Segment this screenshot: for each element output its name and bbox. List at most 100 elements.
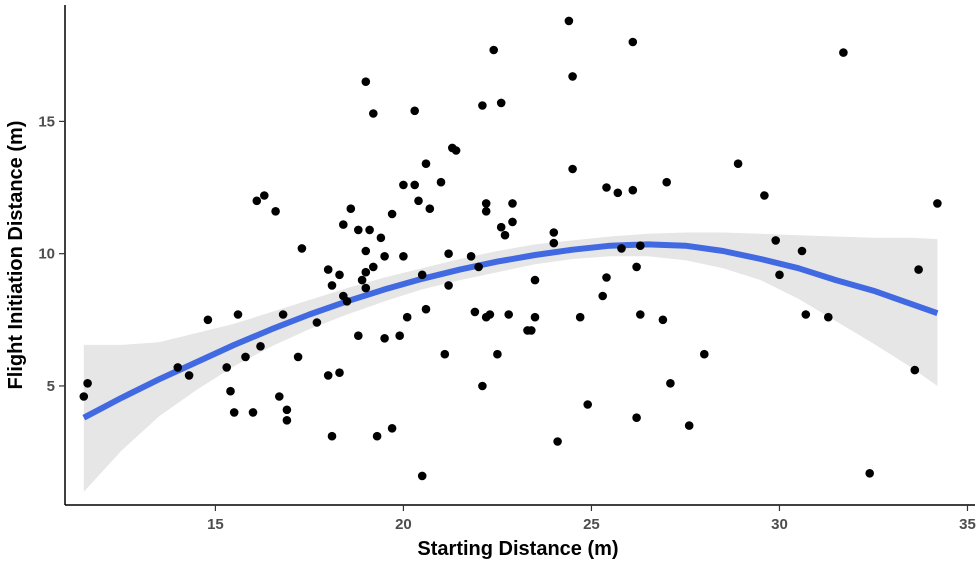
data-point: [282, 405, 292, 415]
data-point: [478, 101, 487, 110]
data-point: [387, 209, 397, 219]
data-point: [297, 244, 307, 253]
data-point: [451, 146, 461, 155]
data-point: [354, 225, 363, 235]
confidence-band: [83, 232, 938, 492]
data-point: [357, 275, 367, 285]
data-point: [527, 326, 536, 335]
data-point: [530, 275, 540, 285]
data-point: [628, 37, 638, 47]
data-point: [496, 98, 506, 108]
data-point: [256, 342, 265, 351]
y-axis-ticks: 5 10 15: [38, 113, 65, 395]
data-point: [568, 72, 577, 81]
data-point: [293, 352, 303, 362]
data-point: [252, 196, 262, 206]
data-points-layer: [79, 16, 942, 481]
data-point: [440, 349, 450, 359]
y-tick-label: 5: [47, 378, 55, 395]
data-point: [275, 392, 284, 401]
data-point: [173, 363, 183, 372]
data-point: [549, 238, 559, 248]
data-point: [241, 352, 250, 362]
y-tick-label: 15: [38, 113, 55, 130]
data-point: [504, 310, 513, 319]
data-point: [282, 416, 292, 425]
data-point: [575, 312, 585, 322]
data-point: [613, 188, 623, 198]
data-point: [184, 371, 194, 380]
data-point: [327, 431, 337, 441]
data-point: [226, 386, 235, 396]
data-point: [478, 381, 487, 391]
data-point: [474, 262, 483, 272]
data-point: [342, 297, 352, 306]
data-point: [500, 230, 510, 240]
data-point: [508, 217, 517, 227]
fit-line-layer: [82, 241, 939, 421]
data-point: [628, 185, 638, 195]
data-point: [617, 244, 626, 253]
data-point: [417, 270, 427, 280]
x-tick-label: 30: [771, 516, 788, 533]
x-tick-label: 35: [959, 516, 976, 533]
data-point: [260, 191, 269, 200]
data-point: [530, 312, 540, 322]
data-point: [369, 262, 378, 272]
data-point: [444, 281, 453, 290]
data-point: [312, 318, 322, 327]
data-point: [402, 312, 412, 322]
data-point: [323, 371, 333, 380]
data-point: [485, 310, 495, 319]
data-point: [771, 236, 780, 245]
data-point: [564, 16, 574, 26]
data-point: [636, 241, 645, 250]
data-point: [229, 408, 239, 417]
fit-line: [82, 241, 939, 421]
data-point: [839, 48, 848, 57]
data-point: [910, 365, 920, 375]
x-axis-title: Starting Distance (m): [417, 538, 618, 560]
data-point: [865, 469, 874, 478]
x-tick-label: 20: [395, 516, 412, 533]
data-point: [271, 207, 280, 216]
data-point: [361, 267, 371, 277]
data-point: [421, 304, 431, 314]
confidence-band-layer: [83, 232, 938, 492]
data-point: [933, 199, 942, 208]
data-point: [346, 204, 356, 213]
data-point: [248, 408, 258, 417]
data-point: [602, 273, 611, 282]
data-point: [354, 331, 363, 341]
data-point: [914, 265, 923, 274]
y-axis-title: Flight Initiation Distance (m): [5, 121, 27, 390]
data-point: [733, 159, 743, 168]
data-point: [83, 379, 92, 388]
x-tick-label: 15: [207, 516, 224, 533]
data-point: [444, 249, 453, 258]
data-point: [369, 109, 378, 118]
y-tick-label: 10: [38, 246, 55, 263]
data-point: [339, 220, 348, 229]
data-point: [421, 159, 431, 168]
data-point: [684, 421, 694, 430]
data-point: [222, 363, 231, 372]
data-point: [335, 368, 344, 378]
data-point: [568, 164, 577, 174]
data-point: [481, 199, 491, 208]
data-point: [399, 180, 408, 190]
axes-layer: 15 20 25 30 35 5 10 15: [38, 5, 976, 533]
data-point: [636, 310, 645, 319]
data-point: [361, 283, 371, 293]
data-point: [387, 424, 397, 433]
data-point: [79, 392, 89, 401]
data-point: [775, 270, 784, 280]
data-point: [414, 196, 423, 206]
data-point: [203, 315, 213, 325]
data-point: [598, 291, 607, 301]
data-point: [824, 312, 833, 322]
data-point: [278, 310, 288, 319]
data-point: [632, 413, 641, 423]
